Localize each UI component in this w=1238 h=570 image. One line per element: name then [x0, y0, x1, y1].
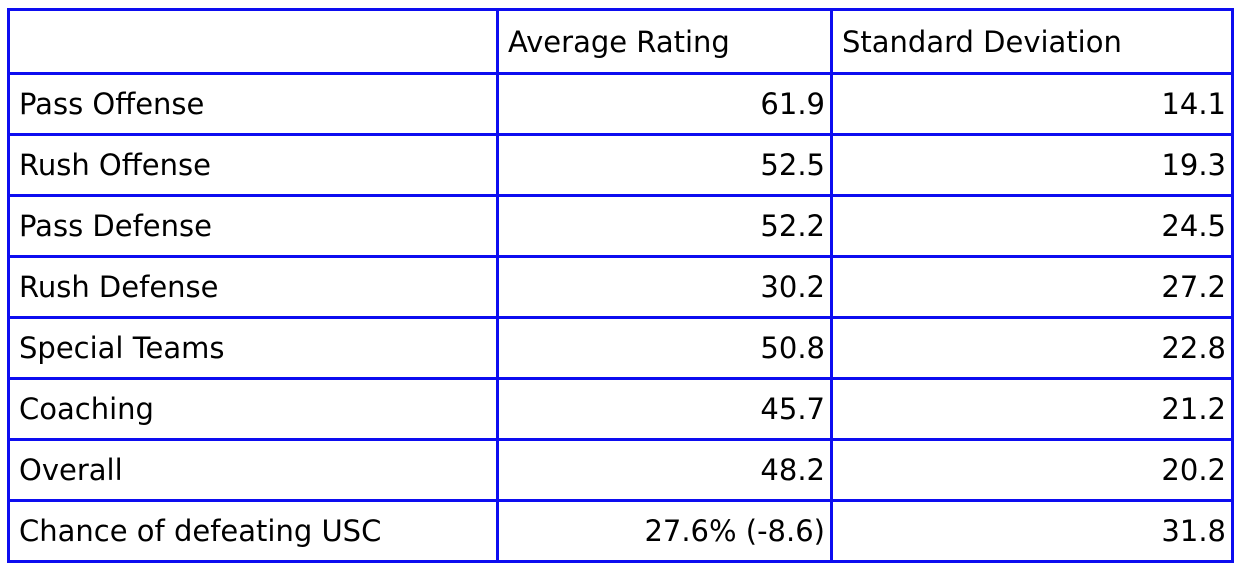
row-label-cell: Special Teams: [7, 316, 499, 380]
avg-rating-cell: 30.2: [496, 255, 833, 319]
table-row: Rush Defense 30.2 27.2: [7, 255, 1234, 319]
std-dev-cell: 20.2: [830, 438, 1234, 502]
std-dev-cell: 31.8: [830, 499, 1234, 563]
row-label-cell: Coaching: [7, 377, 499, 441]
table-header-row: Average Rating Standard Deviation: [7, 8, 1234, 75]
team-ratings-table: Average Rating Standard Deviation Pass O…: [7, 8, 1234, 563]
ratings-table-container: Average Rating Standard Deviation Pass O…: [7, 8, 1234, 563]
row-label-cell: Rush Offense: [7, 133, 499, 197]
table-row: Special Teams 50.8 22.8: [7, 316, 1234, 380]
avg-rating-cell: 50.8: [496, 316, 833, 380]
row-label-cell: Rush Defense: [7, 255, 499, 319]
row-label-cell: Chance of defeating USC: [7, 499, 499, 563]
std-dev-cell: 14.1: [830, 72, 1234, 136]
std-dev-cell: 19.3: [830, 133, 1234, 197]
avg-rating-cell: 45.7: [496, 377, 833, 441]
avg-rating-cell: 52.5: [496, 133, 833, 197]
table-row: Overall 48.2 20.2: [7, 438, 1234, 502]
avg-rating-cell: 61.9: [496, 72, 833, 136]
row-label-cell: Overall: [7, 438, 499, 502]
std-dev-cell: 21.2: [830, 377, 1234, 441]
header-average-rating: Average Rating: [496, 8, 833, 75]
table-row: Chance of defeating USC 27.6% (-8.6) 31.…: [7, 499, 1234, 563]
avg-rating-cell: 48.2: [496, 438, 833, 502]
std-dev-cell: 24.5: [830, 194, 1234, 258]
header-standard-deviation: Standard Deviation: [830, 8, 1234, 75]
row-label-cell: Pass Offense: [7, 72, 499, 136]
avg-rating-cell: 27.6% (-8.6): [496, 499, 833, 563]
avg-rating-cell: 52.2: [496, 194, 833, 258]
table-row: Pass Defense 52.2 24.5: [7, 194, 1234, 258]
std-dev-cell: 22.8: [830, 316, 1234, 380]
std-dev-cell: 27.2: [830, 255, 1234, 319]
table-row: Pass Offense 61.9 14.1: [7, 72, 1234, 136]
header-empty-cell: [7, 8, 499, 75]
table-row: Rush Offense 52.5 19.3: [7, 133, 1234, 197]
table-row: Coaching 45.7 21.2: [7, 377, 1234, 441]
row-label-cell: Pass Defense: [7, 194, 499, 258]
